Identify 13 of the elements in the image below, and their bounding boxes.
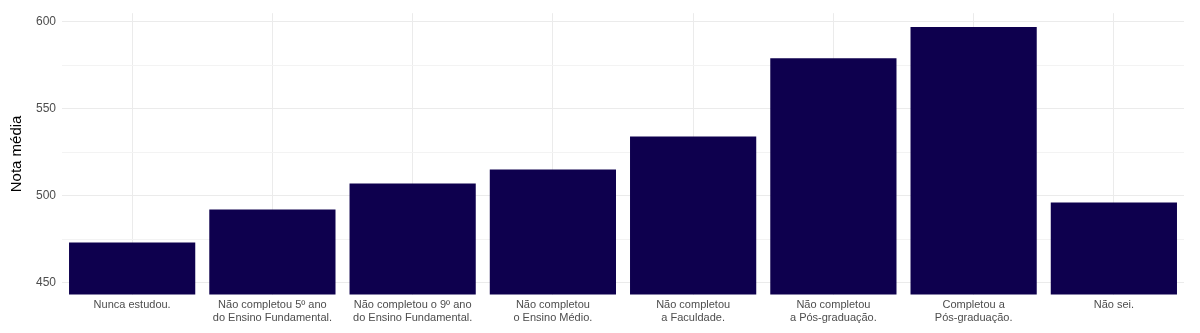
x-tick-label: Completou a Pós-graduação.	[934, 298, 1013, 324]
y-axis-title: Nota média	[7, 114, 25, 193]
x-tick-label: Não completou 5º ano do Ensino Fundamental.	[212, 298, 333, 324]
x-tick-label: Não completou a Pós-graduação.	[789, 298, 877, 324]
y-tick-label: 500	[35, 187, 57, 202]
y-tick-label: 450	[35, 274, 57, 289]
x-tick-label: Não completou a Faculdade.	[656, 298, 731, 324]
x-tick-label: Nunca estudou.	[93, 298, 171, 311]
x-tick-label: Não sei.	[1093, 298, 1135, 311]
y-tick-label: 600	[35, 14, 57, 29]
x-tick-label: Não completou o Ensino Médio.	[513, 298, 593, 324]
x-tick-label: Não completou o 9º ano do Ensino Fundamental.	[353, 298, 473, 324]
y-tick-label: 550	[35, 101, 57, 116]
